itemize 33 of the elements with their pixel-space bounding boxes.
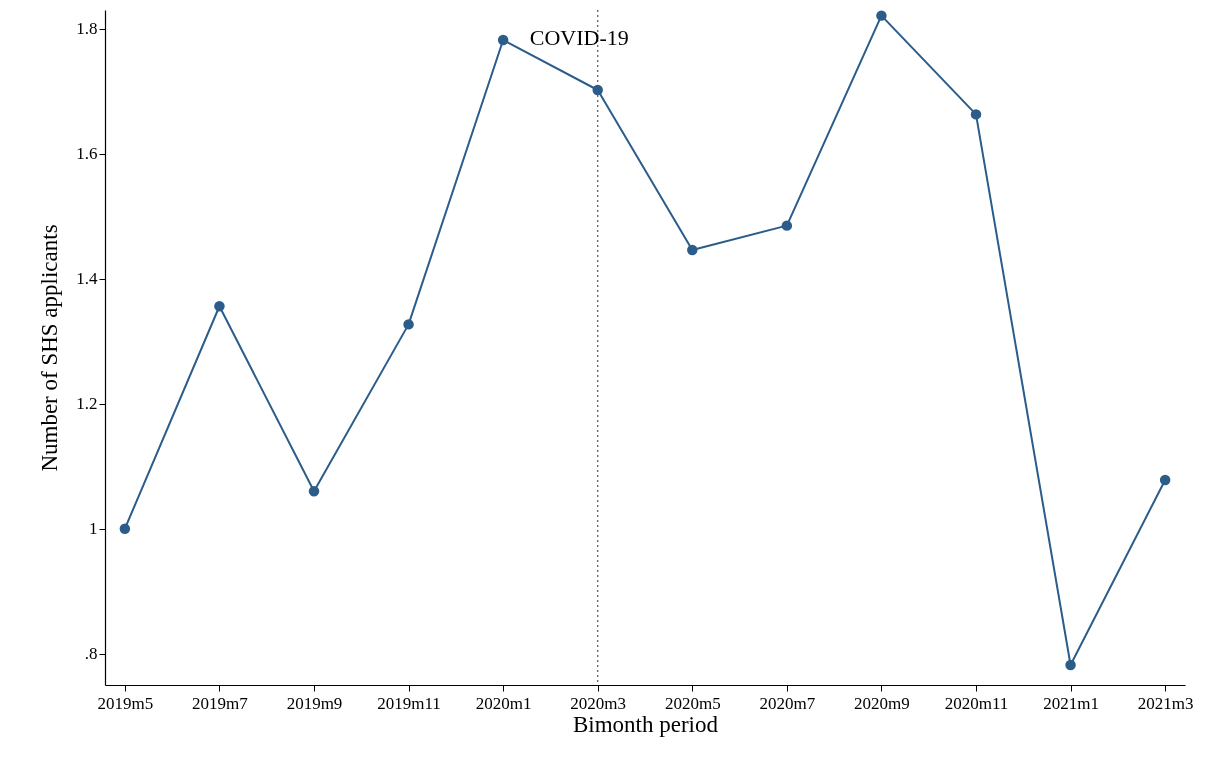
x-tick-label: 2020m9: [854, 693, 910, 713]
x-tick-label: 2020m7: [759, 693, 816, 713]
x-tick-label: 2021m3: [1137, 693, 1194, 713]
x-tick-label: 2020m11: [944, 693, 1009, 713]
point: [308, 486, 320, 497]
x-tick-label: 2020m5: [664, 693, 721, 713]
y-axis-title: Number of SHS applicants: [37, 224, 63, 472]
x-tick-label: 2020m3: [570, 693, 627, 713]
point: [687, 244, 698, 256]
point: [497, 34, 509, 46]
y-tick-label: 1.2: [76, 394, 98, 414]
x-tick-label: 2021m1: [1043, 693, 1099, 713]
point: [592, 84, 603, 96]
y-tick-label: 1.6: [76, 144, 98, 164]
point: [1159, 474, 1171, 486]
x-tick-label: 2019m9: [286, 693, 343, 713]
y-tick-label: .8: [84, 644, 98, 664]
point: [970, 109, 982, 120]
x-tick-label: 2019m7: [192, 693, 249, 713]
x-tick-label: 2019m11: [377, 693, 441, 713]
point: [1065, 659, 1076, 671]
point: [119, 523, 131, 534]
y-tick-label: 1: [89, 519, 98, 539]
y-tick-label: 1.8: [76, 19, 98, 39]
x-tick-label: 2020m1: [475, 693, 532, 713]
x-axis-title: Bimonth period: [572, 711, 719, 737]
x-tick-label: 2019m5: [97, 693, 154, 713]
ref-line-label: COVID-19: [529, 25, 629, 50]
point: [781, 220, 793, 231]
y-tick-label: 1.4: [76, 269, 98, 289]
point: [214, 301, 225, 312]
point: [876, 10, 887, 21]
point: [403, 319, 414, 330]
